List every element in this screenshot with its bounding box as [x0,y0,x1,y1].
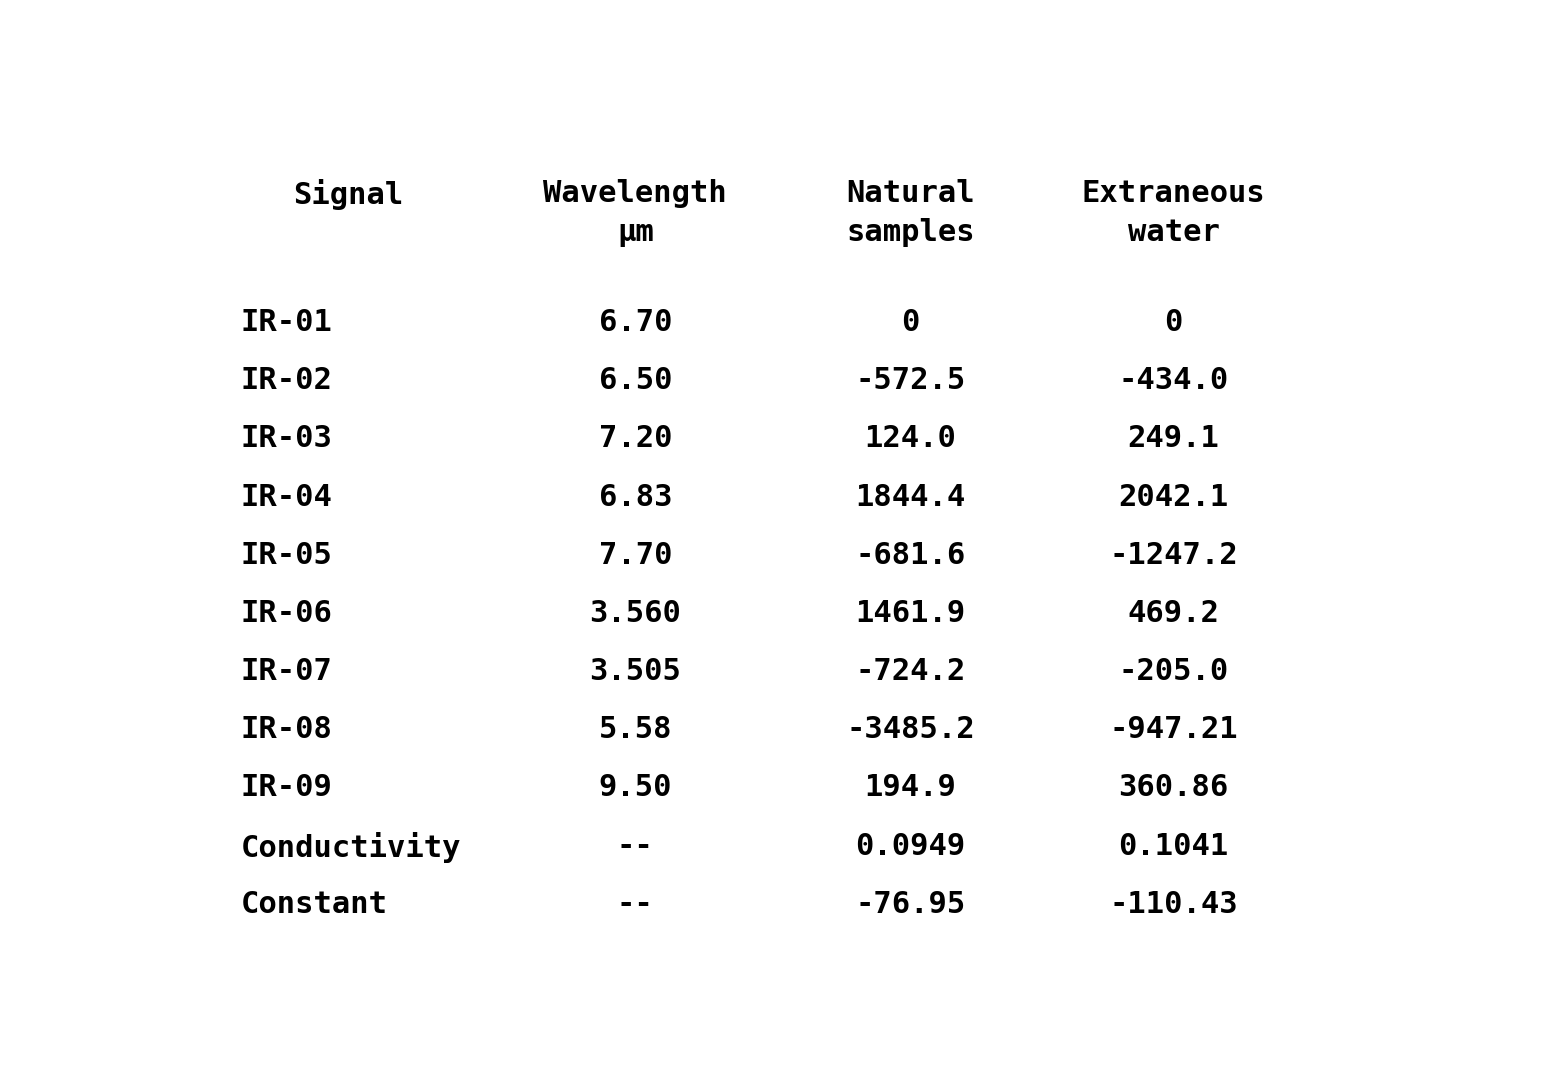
Text: Constant: Constant [241,890,387,918]
Text: IR-01: IR-01 [241,309,333,337]
Text: Signal: Signal [293,179,403,210]
Text: 6.50: 6.50 [599,366,673,395]
Text: 7.20: 7.20 [599,424,673,453]
Text: --: -- [617,832,654,861]
Text: IR-06: IR-06 [241,599,333,628]
Text: 469.2: 469.2 [1128,599,1219,628]
Text: -724.2: -724.2 [855,657,966,686]
Text: 249.1: 249.1 [1128,424,1219,453]
Text: 3.505: 3.505 [589,657,682,686]
Text: 0.1041: 0.1041 [1119,832,1228,861]
Text: Wavelength
μm: Wavelength μm [543,179,727,246]
Text: -947.21: -947.21 [1109,715,1237,745]
Text: 124.0: 124.0 [864,424,957,453]
Text: 5.58: 5.58 [599,715,673,745]
Text: 0: 0 [901,309,920,337]
Text: IR-05: IR-05 [241,541,333,570]
Text: 194.9: 194.9 [864,774,957,803]
Text: -205.0: -205.0 [1119,657,1228,686]
Text: 1461.9: 1461.9 [855,599,966,628]
Text: Conductivity: Conductivity [241,832,461,862]
Text: IR-02: IR-02 [241,366,333,395]
Text: 360.86: 360.86 [1119,774,1228,803]
Text: 6.70: 6.70 [599,309,673,337]
Text: 3.560: 3.560 [589,599,682,628]
Text: 6.83: 6.83 [599,482,673,511]
Text: -3485.2: -3485.2 [846,715,975,745]
Text: 9.50: 9.50 [599,774,673,803]
Text: -76.95: -76.95 [855,890,966,918]
Text: -434.0: -434.0 [1119,366,1228,395]
Text: 0: 0 [1165,309,1182,337]
Text: IR-04: IR-04 [241,482,333,511]
Text: IR-07: IR-07 [241,657,333,686]
Text: Extraneous
water: Extraneous water [1082,179,1265,246]
Text: -681.6: -681.6 [855,541,966,570]
Text: Natural
samples: Natural samples [846,179,975,246]
Text: 0.0949: 0.0949 [855,832,966,861]
Text: --: -- [617,890,654,918]
Text: -572.5: -572.5 [855,366,966,395]
Text: 7.70: 7.70 [599,541,673,570]
Text: 1844.4: 1844.4 [855,482,966,511]
Text: -110.43: -110.43 [1109,890,1237,918]
Text: -1247.2: -1247.2 [1109,541,1237,570]
Text: IR-09: IR-09 [241,774,333,803]
Text: IR-08: IR-08 [241,715,333,745]
Text: IR-03: IR-03 [241,424,333,453]
Text: 2042.1: 2042.1 [1119,482,1228,511]
